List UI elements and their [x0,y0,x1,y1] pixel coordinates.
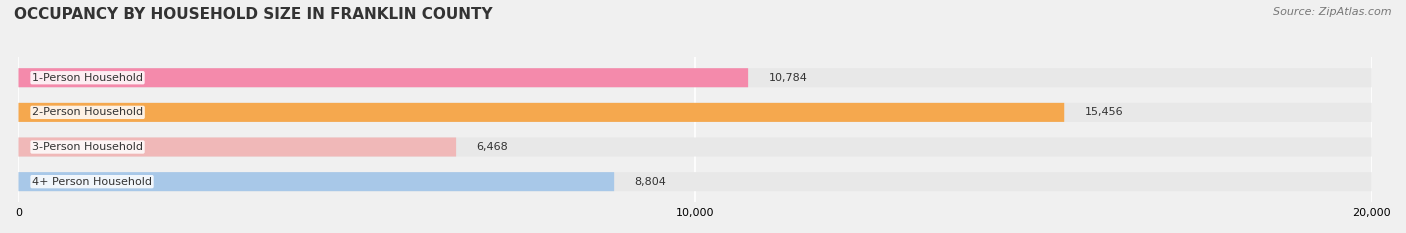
Text: 1-Person Household: 1-Person Household [32,73,143,83]
Text: 2-Person Household: 2-Person Household [32,107,143,117]
FancyBboxPatch shape [18,172,614,191]
FancyBboxPatch shape [18,137,456,157]
Text: 4+ Person Household: 4+ Person Household [32,177,152,187]
FancyBboxPatch shape [18,68,1372,87]
Text: 6,468: 6,468 [477,142,508,152]
FancyBboxPatch shape [18,137,1372,157]
FancyBboxPatch shape [18,103,1372,122]
Text: Source: ZipAtlas.com: Source: ZipAtlas.com [1274,7,1392,17]
Text: OCCUPANCY BY HOUSEHOLD SIZE IN FRANKLIN COUNTY: OCCUPANCY BY HOUSEHOLD SIZE IN FRANKLIN … [14,7,492,22]
Text: 10,784: 10,784 [769,73,807,83]
FancyBboxPatch shape [18,103,1064,122]
Text: 8,804: 8,804 [634,177,666,187]
Text: 15,456: 15,456 [1084,107,1123,117]
FancyBboxPatch shape [18,172,1372,191]
FancyBboxPatch shape [18,68,748,87]
Text: 3-Person Household: 3-Person Household [32,142,143,152]
